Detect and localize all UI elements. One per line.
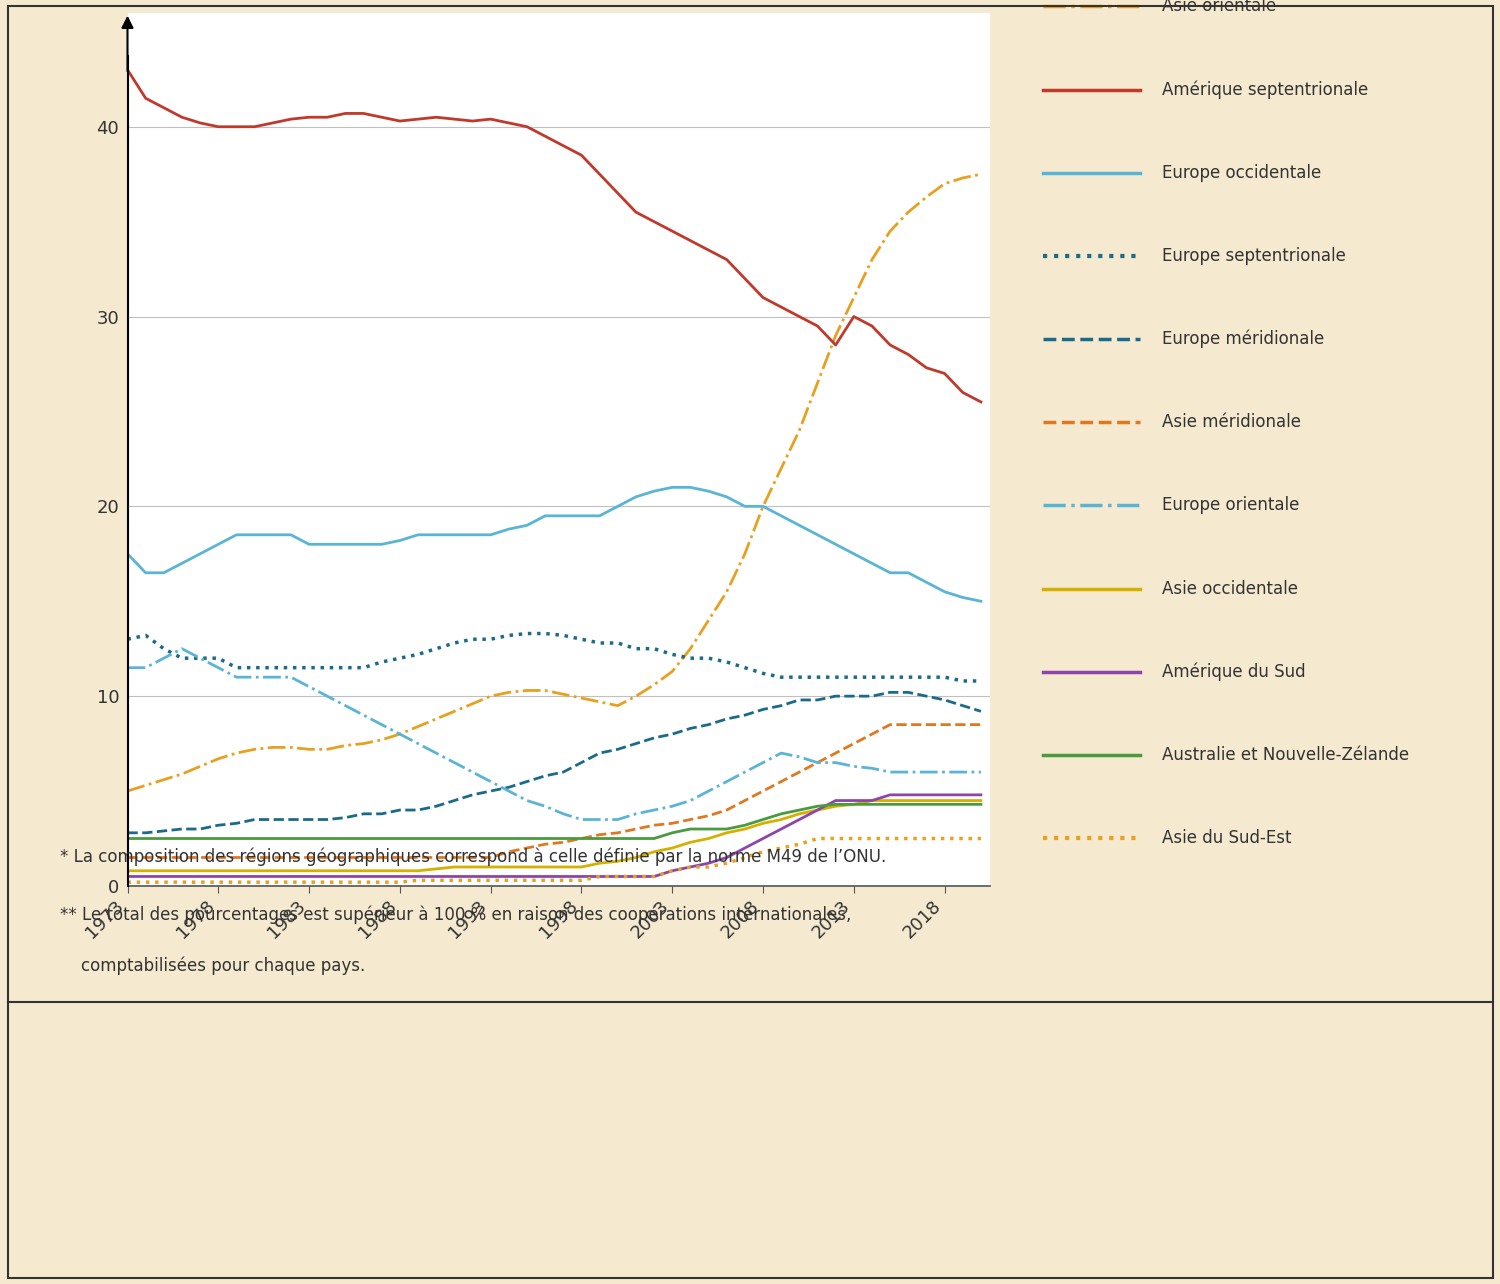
Text: comptabilisées pour chaque pays.: comptabilisées pour chaque pays.	[60, 957, 366, 975]
Text: Asie du Sud-Est: Asie du Sud-Est	[1162, 829, 1292, 847]
Text: Europe occidentale: Europe occidentale	[1162, 164, 1322, 182]
Text: Amérique du Sud: Amérique du Sud	[1162, 663, 1306, 681]
Text: * La composition des régions géographiques correspond à celle définie par la nor: * La composition des régions géographiqu…	[60, 847, 886, 865]
Text: Amérique septentrionale: Amérique septentrionale	[1162, 81, 1368, 99]
Text: Asie méridionale: Asie méridionale	[1162, 413, 1302, 431]
Text: Asie occidentale: Asie occidentale	[1162, 579, 1299, 597]
Text: ** Le total des pourcentages est supérieur à 100 % en raison des coopérations in: ** Le total des pourcentages est supérie…	[60, 905, 852, 923]
Text: Europe septentrionale: Europe septentrionale	[1162, 247, 1347, 265]
Text: Australie et Nouvelle-Zélande: Australie et Nouvelle-Zélande	[1162, 746, 1410, 764]
Text: Europe orientale: Europe orientale	[1162, 497, 1300, 515]
Text: Europe méridionale: Europe méridionale	[1162, 330, 1324, 348]
Text: Asie orientale: Asie orientale	[1162, 0, 1276, 15]
